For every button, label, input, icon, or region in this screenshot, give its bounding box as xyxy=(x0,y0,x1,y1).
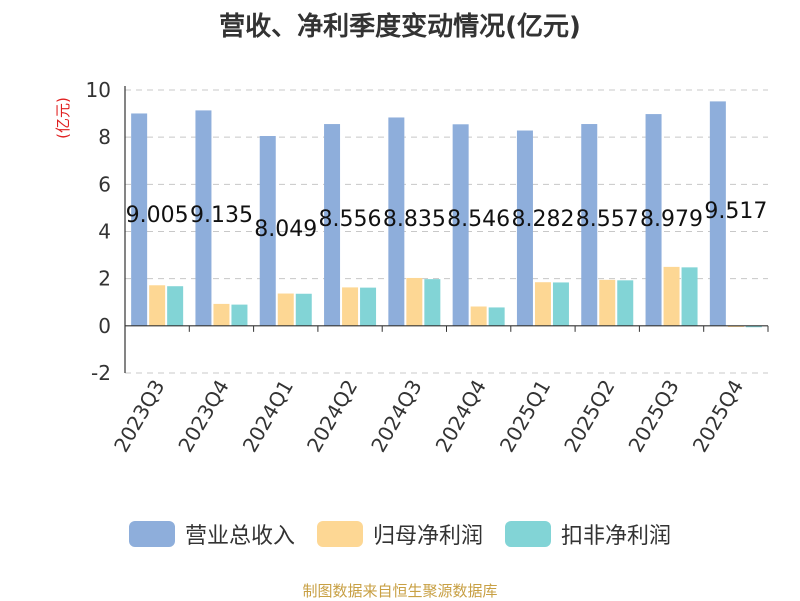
legend-item-revenue[interactable]: 营业总收入 xyxy=(128,518,295,550)
bar-net-profit xyxy=(470,306,487,326)
legend-label-net-profit: 归母净利润 xyxy=(372,524,483,549)
legend-label-revenue: 营业总收入 xyxy=(184,524,295,549)
y-tick-label: 10 xyxy=(86,78,111,102)
data-label-revenue: 9.135 xyxy=(190,203,253,228)
bar-net-profit xyxy=(277,293,294,326)
data-label-revenue: 8.556 xyxy=(319,207,382,232)
bar-deducted-profit xyxy=(295,293,312,326)
bar-deducted-profit xyxy=(424,279,441,326)
bar-revenue xyxy=(516,130,533,326)
bar-revenue xyxy=(195,110,212,326)
bar-net-profit xyxy=(342,287,359,326)
bar-net-profit xyxy=(213,303,230,326)
x-tick-label: 2025Q4 xyxy=(688,376,748,457)
x-tick-label: 2025Q2 xyxy=(559,376,619,457)
bar-revenue xyxy=(324,124,341,326)
x-tick-label: 2025Q1 xyxy=(495,376,555,457)
bar-deducted-profit xyxy=(167,286,184,326)
legend-item-net-profit[interactable]: 归母净利润 xyxy=(316,518,483,550)
data-label-revenue: 9.005 xyxy=(126,203,189,228)
bar-net-profit xyxy=(663,266,680,326)
bar-revenue xyxy=(388,117,405,326)
y-tick-label: 6 xyxy=(98,172,111,196)
y-tick-label: 0 xyxy=(98,314,111,338)
bar-deducted-profit xyxy=(488,307,505,326)
bar-deducted-profit xyxy=(681,267,698,326)
legend-item-deducted-profit[interactable]: 扣非净利润 xyxy=(505,518,671,550)
x-tick-label: 2024Q3 xyxy=(366,376,426,457)
y-axis-label: (亿元) xyxy=(54,97,72,139)
data-label-revenue: 8.979 xyxy=(640,207,703,232)
x-tick-label: 2025Q3 xyxy=(623,376,683,457)
x-tick-label: 2023Q4 xyxy=(173,376,233,457)
bar-net-profit xyxy=(406,277,423,326)
chart-title: 营收、净利季度变动情况(亿元) xyxy=(219,12,581,42)
x-tick-label: 2023Q3 xyxy=(109,376,169,457)
y-tick-label: 4 xyxy=(98,220,111,244)
data-label-revenue: 8.282 xyxy=(511,207,574,232)
bar-deducted-profit xyxy=(745,325,762,328)
bar-net-profit xyxy=(599,279,616,326)
y-tick-label: -2 xyxy=(91,361,111,385)
data-label-revenue: 8.557 xyxy=(576,207,639,232)
data-label-revenue: 8.546 xyxy=(447,207,510,232)
data-label-revenue: 8.835 xyxy=(383,207,446,232)
bar-deducted-profit xyxy=(231,304,248,326)
data-label-revenue: 8.049 xyxy=(254,217,317,242)
bar-deducted-profit xyxy=(617,280,634,326)
chart-legend: 营业总收入 归母净利润 扣非净利润 xyxy=(0,518,800,550)
bar-revenue xyxy=(645,114,662,326)
bar-revenue xyxy=(452,124,469,326)
bar-deducted-profit xyxy=(552,282,569,326)
bar-revenue xyxy=(259,136,276,326)
bar-net-profit xyxy=(534,282,551,326)
bar-net-profit xyxy=(149,285,166,326)
legend-swatch-deducted-profit xyxy=(505,521,551,547)
bar-revenue xyxy=(709,101,726,326)
legend-swatch-net-profit xyxy=(316,521,363,547)
legend-swatch-revenue xyxy=(128,521,175,547)
legend-label-deducted-profit: 扣非净利润 xyxy=(561,524,672,549)
y-tick-label: 8 xyxy=(98,125,111,149)
data-source-note: 制图数据来自恒生聚源数据库 xyxy=(302,582,498,600)
bar-revenue xyxy=(581,124,598,326)
x-tick-label: 2024Q1 xyxy=(238,376,298,457)
bar-deducted-profit xyxy=(360,287,377,326)
bar-revenue xyxy=(131,113,148,326)
y-tick-label: 2 xyxy=(98,267,111,291)
data-label-revenue: 9.517 xyxy=(704,199,767,224)
x-tick-label: 2024Q2 xyxy=(302,376,362,457)
x-tick-label: 2024Q4 xyxy=(431,376,491,457)
